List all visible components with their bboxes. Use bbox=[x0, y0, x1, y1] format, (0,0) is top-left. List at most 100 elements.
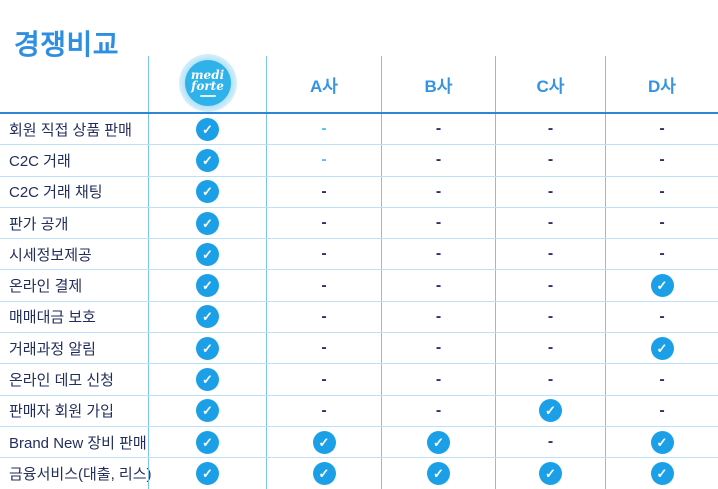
value-cell: ✓ bbox=[495, 458, 605, 489]
dash-mark: - bbox=[547, 120, 554, 138]
value-cell: ✓ bbox=[148, 301, 266, 333]
dash-mark: - bbox=[659, 151, 665, 169]
table-row: 판가 공개 ✓ - - - - bbox=[0, 206, 718, 239]
dash-mark: - bbox=[547, 276, 554, 294]
logo-text-forte: forte bbox=[191, 78, 224, 93]
value-cell: - bbox=[495, 239, 605, 270]
check-icon: ✓ bbox=[196, 336, 219, 360]
table-row: 거래과정 알림 ✓ - - - ✓ bbox=[0, 332, 718, 364]
value-cell: - bbox=[381, 364, 495, 395]
value-cell: ✓ bbox=[148, 458, 266, 489]
value-cell: - bbox=[495, 145, 605, 176]
dash-mark: - bbox=[321, 276, 327, 294]
dash-mark: - bbox=[547, 182, 554, 200]
check-icon: ✓ bbox=[196, 368, 219, 392]
value-cell: - bbox=[605, 176, 718, 207]
value-cell: - bbox=[495, 364, 605, 395]
feature-label: 판매자 회원 가입 bbox=[9, 403, 114, 421]
check-icon: ✓ bbox=[196, 117, 219, 141]
check-icon: ✓ bbox=[196, 180, 219, 204]
dash-mark: - bbox=[547, 339, 554, 357]
column-header-c: C사 bbox=[495, 56, 605, 112]
value-cell: - bbox=[381, 114, 495, 145]
value-cell: ✓ bbox=[605, 270, 718, 301]
dash-mark: - bbox=[321, 214, 327, 232]
value-cell: ✓ bbox=[266, 458, 381, 489]
value-cell: ✓ bbox=[148, 395, 266, 426]
value-cell: ✓ bbox=[266, 426, 381, 458]
value-cell: - bbox=[495, 176, 605, 207]
value-cell: - bbox=[266, 176, 381, 207]
check-icon: ✓ bbox=[196, 148, 219, 172]
dash-mark: - bbox=[321, 370, 327, 388]
value-cell: ✓ bbox=[381, 426, 495, 458]
value-cell: - bbox=[605, 239, 718, 270]
dash-mark: - bbox=[547, 245, 554, 263]
value-cell: - bbox=[495, 207, 605, 239]
dash-mark: - bbox=[659, 214, 665, 232]
dash-mark: - bbox=[659, 370, 665, 388]
dash-mark: - bbox=[659, 245, 665, 263]
value-cell: ✓ bbox=[148, 333, 266, 364]
check-icon: ✓ bbox=[196, 211, 219, 235]
value-cell: - bbox=[266, 364, 381, 395]
dash-mark: - bbox=[547, 214, 554, 232]
value-cell: - bbox=[266, 239, 381, 270]
table-row: 금융서비스(대출, 리스) ✓ ✓ ✓ ✓ ✓ bbox=[0, 457, 718, 489]
value-cell: - bbox=[495, 114, 605, 145]
value-cell: ✓ bbox=[605, 458, 718, 489]
value-cell: - bbox=[266, 301, 381, 333]
check-icon: ✓ bbox=[539, 399, 562, 423]
value-cell: - bbox=[605, 395, 718, 426]
value-cell: - bbox=[381, 176, 495, 207]
dash-mark: - bbox=[321, 120, 327, 138]
page-title: 경쟁비교 bbox=[14, 28, 120, 60]
dash-mark: - bbox=[321, 307, 327, 325]
dash-mark: - bbox=[547, 307, 554, 325]
feature-label: 시세정보제공 bbox=[9, 246, 92, 264]
table-row: 시세정보제공 ✓ - - - - bbox=[0, 238, 718, 270]
table-row: 온라인 결제 ✓ - - - ✓ bbox=[0, 269, 718, 301]
dash-mark: - bbox=[321, 339, 327, 357]
check-icon: ✓ bbox=[312, 430, 336, 454]
check-icon: ✓ bbox=[196, 305, 219, 329]
value-cell: - bbox=[381, 207, 495, 239]
feature-label: 거래과정 알림 bbox=[9, 340, 96, 358]
dash-mark: - bbox=[659, 120, 665, 138]
feature-label: C2C 거래 bbox=[9, 152, 71, 170]
table-row: 매매대금 보호 ✓ - - - - bbox=[0, 300, 718, 333]
dash-mark: - bbox=[321, 182, 327, 200]
value-cell: - bbox=[266, 207, 381, 239]
table-row: 판매자 회원 가입 ✓ - - ✓ - bbox=[0, 394, 718, 426]
check-icon: ✓ bbox=[539, 461, 562, 485]
table-body: 회원 직접 상품 판매 ✓ - - - - C2C 거래 ✓ - - - - C2C 거래 채팅 ✓ - - -… bbox=[0, 114, 718, 489]
value-cell: ✓ bbox=[381, 458, 495, 489]
feature-label: 온라인 결제 bbox=[9, 278, 83, 296]
value-cell: ✓ bbox=[605, 333, 718, 364]
value-cell: - bbox=[266, 270, 381, 301]
logo-text-medi: medi bbox=[190, 67, 225, 82]
check-icon: ✓ bbox=[312, 461, 336, 485]
dash-mark: - bbox=[547, 433, 554, 451]
value-cell: - bbox=[495, 426, 605, 458]
value-cell: ✓ bbox=[148, 114, 266, 145]
column-header-mediforte: medi forte bbox=[148, 54, 266, 112]
dash-mark: - bbox=[435, 151, 442, 169]
check-icon: ✓ bbox=[196, 461, 219, 485]
value-cell: - bbox=[495, 270, 605, 301]
value-cell: - bbox=[266, 395, 381, 426]
check-icon: ✓ bbox=[650, 274, 674, 298]
feature-label: 금융서비스(대출, 리스) bbox=[9, 465, 152, 483]
column-header-a: A사 bbox=[266, 56, 381, 112]
logo-subtext-line bbox=[199, 94, 216, 97]
value-cell: ✓ bbox=[148, 364, 266, 395]
value-cell: - bbox=[381, 270, 495, 301]
value-cell: - bbox=[381, 145, 495, 176]
table-row: C2C 거래 ✓ - - - - bbox=[0, 144, 718, 176]
dash-mark: - bbox=[435, 370, 442, 388]
mediforte-logo: medi forte bbox=[178, 54, 237, 112]
corner-cell bbox=[0, 56, 148, 112]
table-header-row: medi forte A사 B사 C사 D사 bbox=[0, 54, 718, 114]
table-row: 회원 직접 상품 판매 ✓ - - - - bbox=[0, 114, 718, 145]
value-cell: - bbox=[605, 114, 718, 145]
